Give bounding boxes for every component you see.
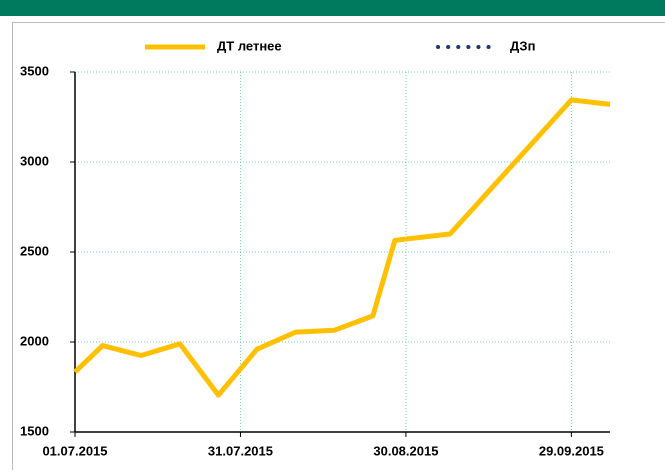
y-tick-label: 3000 [20, 153, 49, 168]
y-tick-label: 2000 [20, 333, 49, 348]
x-tick-label: 01.07.2015 [42, 443, 107, 458]
x-tick-label: 31.07.2015 [208, 443, 273, 458]
x-tick-label: 29.09.2015 [539, 443, 604, 458]
series-line [75, 100, 610, 395]
header-bar [0, 0, 665, 16]
chart-frame [13, 23, 665, 471]
y-tick-label: 3500 [20, 63, 49, 78]
y-tick-label: 1500 [20, 423, 49, 438]
legend-label: ДЗп [510, 38, 535, 53]
x-tick-label: 30.08.2015 [373, 443, 438, 458]
legend-label: ДТ летнее [217, 38, 282, 53]
y-tick-label: 2500 [20, 243, 49, 258]
